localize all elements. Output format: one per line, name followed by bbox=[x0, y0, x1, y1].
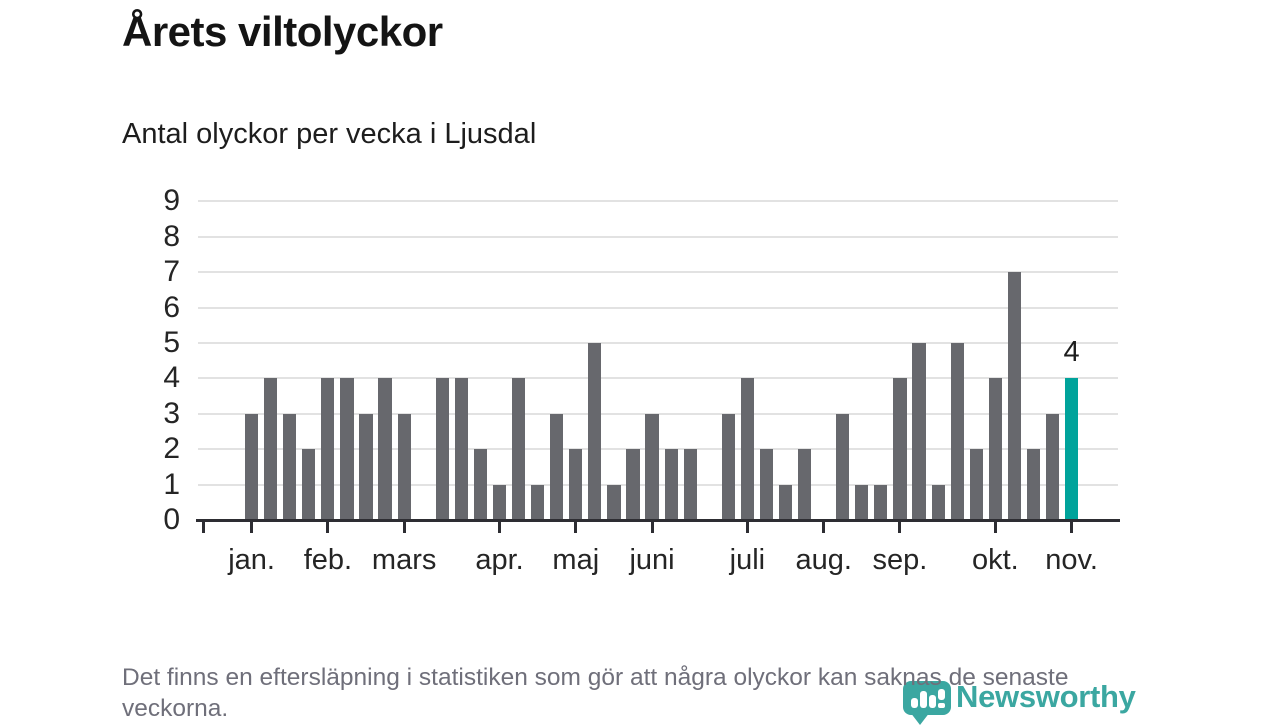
x-axis-month-label: sep. bbox=[872, 544, 928, 576]
bar-week bbox=[855, 484, 869, 520]
x-axis-origin-tick bbox=[202, 522, 205, 533]
bar-week bbox=[359, 413, 373, 520]
bar-week bbox=[454, 378, 468, 520]
bar-week bbox=[321, 378, 335, 520]
y-axis-tick-label: 1 bbox=[163, 467, 180, 501]
y-axis-tick-label: 3 bbox=[163, 396, 180, 430]
y-axis-tick-label: 7 bbox=[163, 255, 180, 289]
chart-subtitle: Antal olyckor per vecka i Ljusdal bbox=[122, 118, 537, 150]
y-axis-tick-label: 2 bbox=[163, 432, 180, 466]
bar-week bbox=[492, 484, 507, 520]
x-axis-month-label: juli bbox=[729, 544, 766, 576]
bar-week bbox=[740, 378, 754, 520]
bar-week bbox=[1007, 272, 1021, 520]
bar-week bbox=[550, 413, 564, 520]
bar-week bbox=[264, 378, 278, 520]
page-title: Årets viltolyckor bbox=[122, 8, 443, 55]
logo-chart-bar-icon bbox=[929, 695, 936, 708]
bar-week bbox=[778, 484, 793, 520]
gridline bbox=[198, 200, 1118, 203]
x-axis-tick bbox=[993, 522, 997, 533]
bar-week bbox=[874, 484, 888, 520]
x-axis-tick bbox=[498, 522, 501, 533]
logo-chart-bar-icon bbox=[920, 691, 927, 708]
x-axis-tick bbox=[1070, 522, 1074, 533]
x-axis-line bbox=[196, 519, 1120, 522]
bar-week-highlighted bbox=[1065, 378, 1079, 520]
bar-week bbox=[473, 449, 488, 520]
bar-week bbox=[302, 449, 316, 520]
y-axis-tick-label: 0 bbox=[163, 503, 180, 536]
y-axis-tick-label: 6 bbox=[163, 290, 180, 324]
bar-week bbox=[1045, 413, 1060, 520]
y-axis-tick-label: 5 bbox=[163, 326, 180, 359]
bar-week bbox=[950, 343, 964, 520]
x-axis-month-label: nov. bbox=[1045, 544, 1098, 576]
bar-week bbox=[397, 413, 411, 520]
bar-value-label: 4 bbox=[1063, 336, 1080, 369]
logo-exclamation-icon bbox=[938, 689, 945, 700]
bar-week bbox=[721, 413, 735, 520]
bar-week bbox=[531, 484, 545, 520]
x-axis-month-label: juni bbox=[629, 544, 675, 576]
bar-week bbox=[969, 449, 983, 520]
newsworthy-logo-text: Newsworthy bbox=[956, 679, 1136, 714]
y-axis-tick-label: 8 bbox=[163, 219, 180, 253]
bar-week bbox=[664, 449, 678, 520]
bar-week bbox=[245, 413, 259, 520]
x-axis-month-label: feb. bbox=[303, 544, 353, 576]
x-axis-tick bbox=[402, 522, 406, 533]
logo-chart-bar-icon bbox=[911, 698, 918, 708]
x-axis-tick bbox=[326, 522, 330, 533]
bar-week bbox=[511, 378, 526, 520]
x-axis-month-label: mars bbox=[371, 544, 437, 576]
x-axis-tick bbox=[250, 522, 254, 533]
bar-week bbox=[340, 378, 354, 520]
gridline bbox=[198, 235, 1118, 238]
gridline bbox=[198, 377, 1118, 380]
x-axis-month-label: okt. bbox=[971, 544, 1019, 576]
gridline bbox=[198, 342, 1118, 344]
bar-week bbox=[798, 449, 812, 520]
bar-week bbox=[435, 378, 449, 520]
x-axis-tick bbox=[650, 522, 654, 533]
bar-week bbox=[836, 413, 850, 520]
y-axis-tick-label: 4 bbox=[163, 361, 180, 395]
x-axis-month-label: apr. bbox=[475, 544, 524, 576]
x-axis-month-label: maj bbox=[552, 544, 600, 576]
bar-week bbox=[588, 343, 602, 520]
bar-week bbox=[988, 378, 1002, 520]
bar-week bbox=[645, 413, 659, 520]
bar-week bbox=[569, 449, 583, 520]
y-axis-tick-label: 9 bbox=[163, 184, 180, 218]
footer-note: Det finns en eftersläpning i statistiken… bbox=[122, 664, 1069, 722]
bar-week bbox=[893, 378, 907, 520]
bar-week bbox=[683, 449, 697, 520]
gridline bbox=[198, 306, 1118, 309]
bar-week bbox=[626, 449, 640, 520]
x-axis-month-label: aug. bbox=[795, 544, 852, 576]
x-axis-tick bbox=[822, 522, 826, 533]
x-axis-tick bbox=[898, 522, 902, 533]
bar-week bbox=[607, 484, 621, 520]
logo-exclamation-dot-icon bbox=[938, 703, 945, 708]
bar-week bbox=[931, 484, 945, 520]
x-axis-tick bbox=[574, 522, 578, 533]
bar-week bbox=[1026, 449, 1041, 520]
gridline bbox=[198, 271, 1118, 274]
bar-week bbox=[912, 343, 926, 520]
bar-week bbox=[283, 413, 297, 520]
x-axis-month-label: jan. bbox=[228, 544, 275, 576]
bar-week bbox=[759, 449, 774, 520]
bar-week bbox=[378, 378, 392, 520]
x-axis-tick bbox=[745, 522, 749, 533]
